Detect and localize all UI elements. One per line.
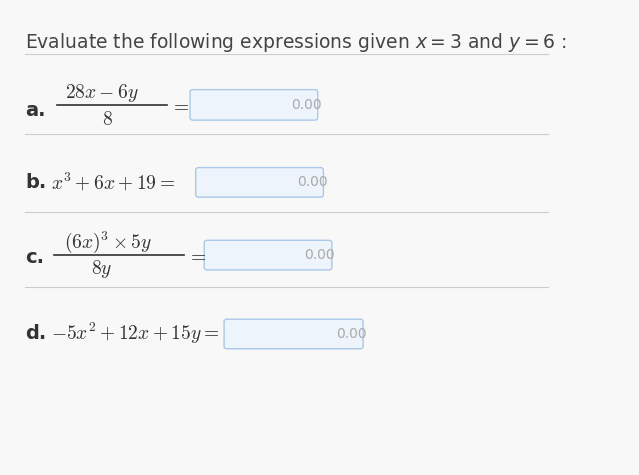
Text: 0.00: 0.00 (296, 175, 327, 189)
Text: 0.00: 0.00 (337, 327, 367, 341)
Text: $-5x^2 + 12x + 15y =$: $-5x^2 + 12x + 15y =$ (51, 321, 219, 346)
Text: $28x - 6y$: $28x - 6y$ (65, 82, 139, 104)
Text: b.: b. (26, 172, 47, 191)
Text: $x^3 + 6x + 19 =$: $x^3 + 6x + 19 =$ (51, 171, 175, 193)
Text: Evaluate the following expressions given $x = 3$ and $y = 6$ :: Evaluate the following expressions given… (26, 31, 567, 54)
Text: $(6x)^3 \times 5y$: $(6x)^3 \times 5y$ (64, 229, 152, 255)
FancyBboxPatch shape (204, 240, 332, 270)
Text: $=$: $=$ (170, 95, 190, 114)
Text: $=$: $=$ (187, 246, 206, 265)
Text: 0.00: 0.00 (291, 98, 321, 112)
FancyBboxPatch shape (190, 90, 318, 120)
Text: a.: a. (26, 101, 46, 120)
FancyBboxPatch shape (224, 319, 363, 349)
FancyBboxPatch shape (196, 168, 323, 197)
Text: $8y$: $8y$ (91, 258, 112, 280)
Text: 0.00: 0.00 (304, 248, 335, 262)
Text: d.: d. (26, 324, 47, 343)
Text: c.: c. (26, 248, 45, 267)
Text: $8$: $8$ (102, 110, 113, 129)
